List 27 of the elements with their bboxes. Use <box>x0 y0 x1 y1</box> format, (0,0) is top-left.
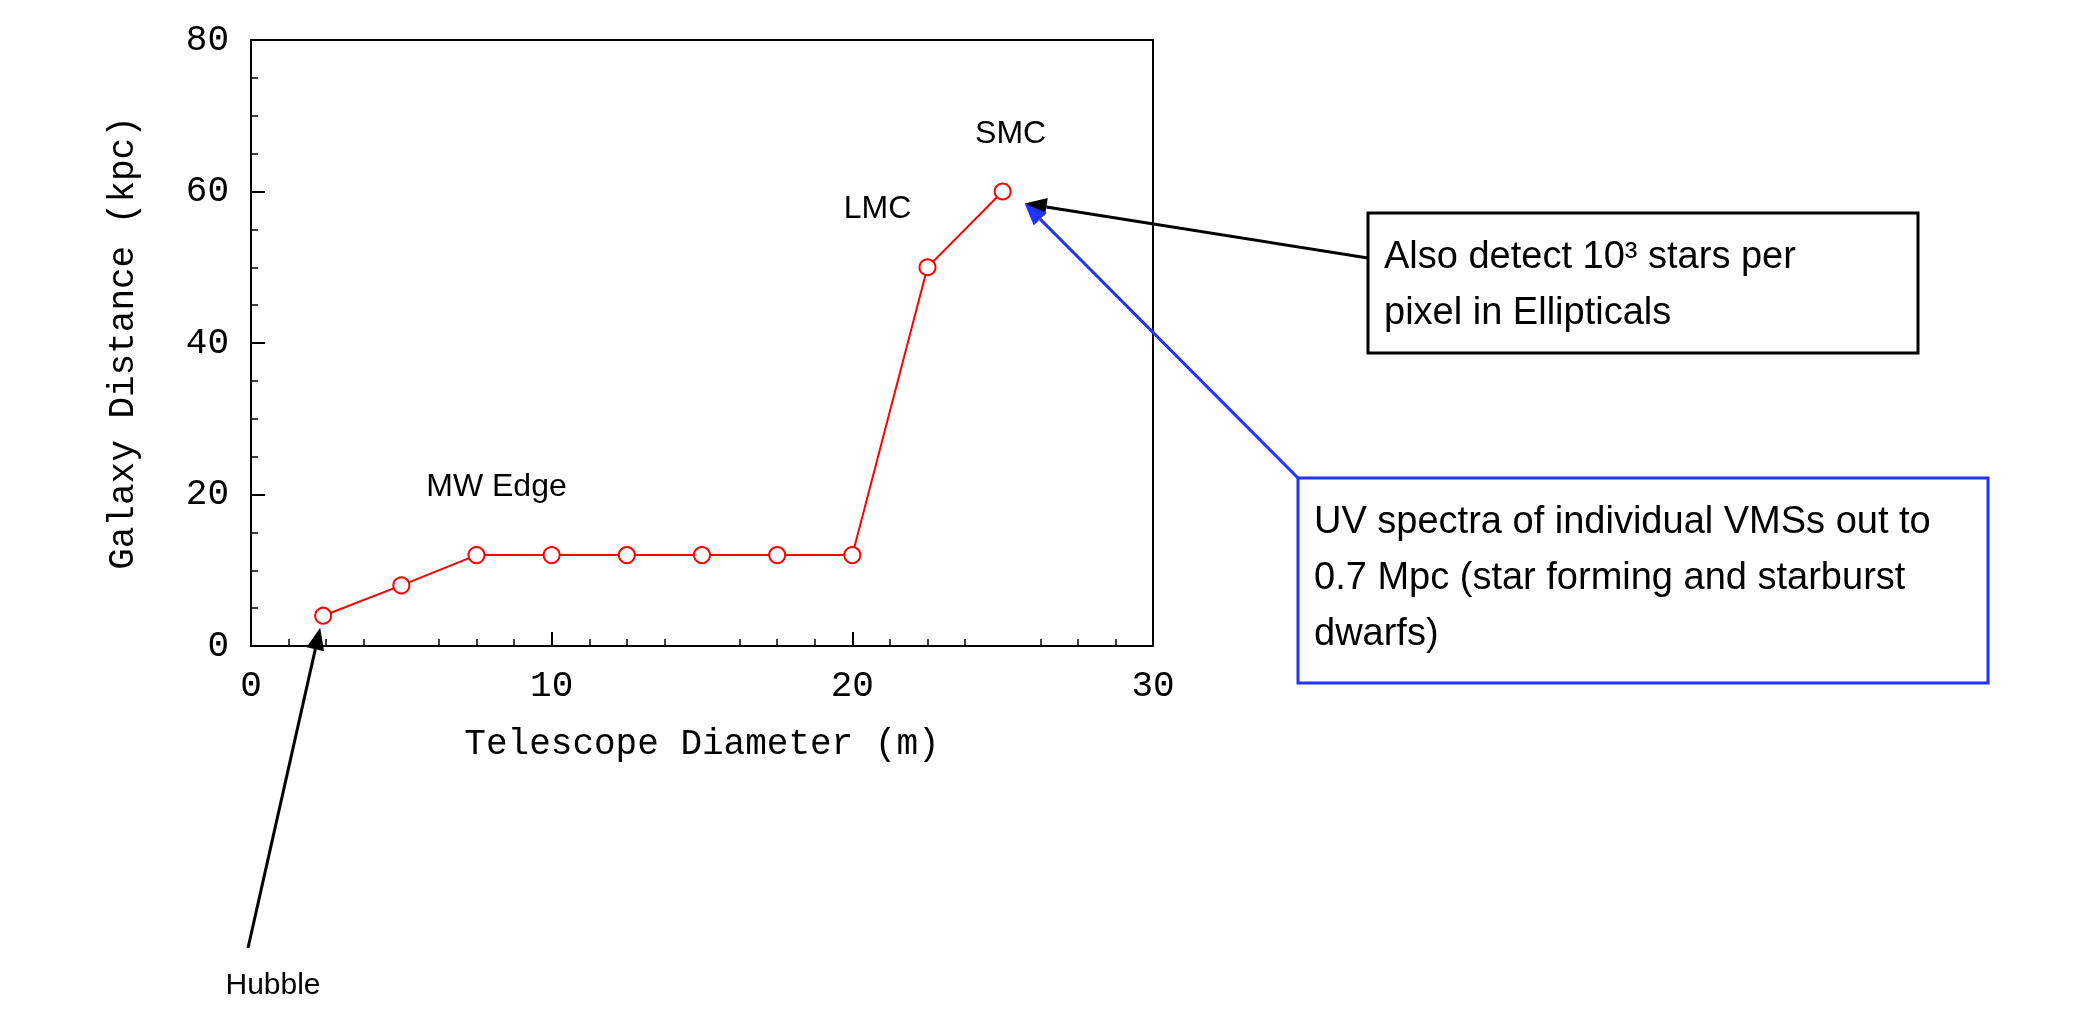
point <box>542 546 561 565</box>
point <box>467 546 486 565</box>
x-tick-label: 10 <box>530 665 574 707</box>
point <box>314 606 333 625</box>
x-axis-title: Telescope Diameter (m) <box>464 723 940 765</box>
text: Also detect 10³ stars per pixel in Ellipticals <box>1384 234 1807 332</box>
y-tick-label: 60 <box>185 171 229 212</box>
point <box>693 546 711 565</box>
y-axis-title: Galaxy Distance (kpc) <box>102 116 144 570</box>
y-tick-label: 40 <box>185 322 229 364</box>
point <box>843 546 862 565</box>
y-tick-label: 20 <box>185 474 229 515</box>
y-tick-label: 80 <box>185 19 229 61</box>
x-tick-label: 0 <box>240 665 262 707</box>
x-tick-label: 30 <box>1131 665 1175 707</box>
annotation: MW Edge <box>426 467 567 504</box>
x-tick-label: 20 <box>830 665 874 707</box>
annotation: SMC <box>975 113 1047 150</box>
point <box>768 546 787 565</box>
point <box>392 576 411 595</box>
y-tick-label: 0 <box>207 625 229 667</box>
point <box>617 546 636 565</box>
text: UV spectra of individual VMSs out to 0.7 Mpc (star forming and starburst dwarfs) <box>1314 499 1942 653</box>
annotation: LMC <box>843 189 912 226</box>
point <box>993 182 1012 201</box>
point <box>918 258 937 277</box>
text: Hubble <box>225 966 321 1000</box>
